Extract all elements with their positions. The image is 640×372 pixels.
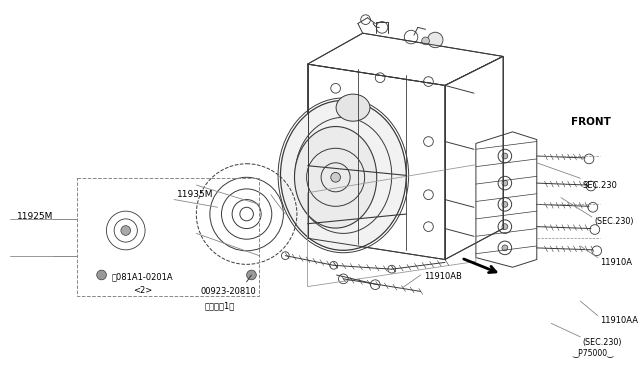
Circle shape <box>422 37 429 45</box>
Text: Ⓑ081A1-0201A: Ⓑ081A1-0201A <box>111 272 173 281</box>
Circle shape <box>121 226 131 235</box>
Text: 11925M: 11925M <box>17 212 53 221</box>
Text: ‿P75000‿: ‿P75000‿ <box>573 348 614 357</box>
Circle shape <box>502 202 508 207</box>
Text: 11935M: 11935M <box>177 190 214 199</box>
Text: FRONT: FRONT <box>571 117 611 127</box>
Ellipse shape <box>336 94 370 121</box>
Circle shape <box>331 173 340 182</box>
Circle shape <box>428 32 443 48</box>
Text: <2>: <2> <box>134 286 153 295</box>
Circle shape <box>502 245 508 251</box>
Text: SEC.230: SEC.230 <box>582 180 617 189</box>
Circle shape <box>502 153 508 159</box>
Circle shape <box>97 270 106 280</box>
Circle shape <box>502 224 508 230</box>
Text: リング（1）: リング（1） <box>205 301 236 310</box>
Text: 11910A: 11910A <box>600 258 632 267</box>
Text: (SEC.230): (SEC.230) <box>582 338 621 347</box>
Text: 11910AB: 11910AB <box>424 272 461 281</box>
Text: 00923-20810: 00923-20810 <box>200 287 256 296</box>
Bar <box>77 178 259 296</box>
Ellipse shape <box>294 126 377 228</box>
Circle shape <box>502 180 508 186</box>
Text: 11910AA: 11910AA <box>600 316 637 325</box>
Ellipse shape <box>280 100 406 250</box>
Text: (SEC.230): (SEC.230) <box>595 217 634 226</box>
Circle shape <box>246 270 256 280</box>
